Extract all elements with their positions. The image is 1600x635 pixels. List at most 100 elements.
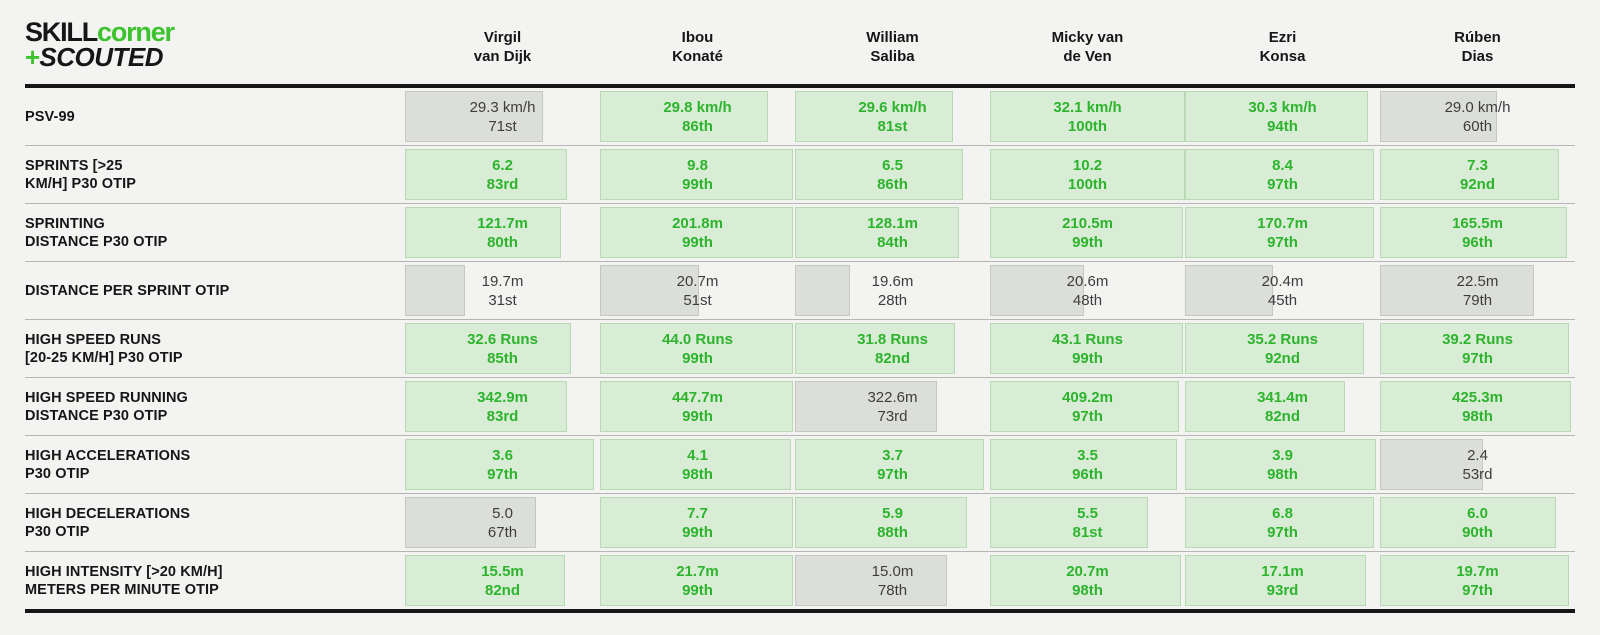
player-comparison-table: SKILLcorner +SCOUTED Virgil van Dijk Ibou K… (25, 0, 1575, 613)
player-name-3: William Saliba (866, 29, 919, 65)
stat-cell: 10.2 100th (990, 146, 1185, 203)
percentile-bar (795, 265, 850, 316)
metric-label: PSV-99 (25, 108, 75, 125)
stat-percentile: 31st (488, 291, 517, 309)
stat-percentile: 98th (682, 465, 713, 483)
stat-cell: 17.1m 93rd (1185, 552, 1380, 609)
stat-text: 4.1 98th (600, 436, 795, 493)
percentile-bar (600, 149, 794, 200)
stat-value: 35.2 Runs (1247, 330, 1318, 348)
stat-percentile: 99th (682, 407, 713, 425)
percentile-bar (990, 439, 1178, 490)
metric-row: HIGH SPEED RUNS [20-25 KM/H] P30 OTIP 32.6… (25, 320, 1575, 378)
stat-text: 19.7m 97th (1380, 552, 1575, 609)
percentile-bar (600, 265, 700, 316)
stat-percentile: 94th (1267, 117, 1298, 135)
stat-value: 201.8m (672, 214, 723, 232)
metric-row: HIGH SPEED RUNNING DISTANCE P30 OTIP 342.9… (25, 378, 1575, 436)
stat-value: 165.5m (1452, 214, 1503, 232)
stat-cell: 3.7 97th (795, 436, 990, 493)
metric-row: SPRINTS [>25 KM/H] P30 OTIP 6.2 83rd 9.8 99th… (25, 146, 1575, 204)
stat-percentile: 82nd (1264, 407, 1300, 425)
percentile-bar (1380, 265, 1535, 316)
percentile-bar (1380, 555, 1570, 606)
stat-value: 19.6m (871, 272, 914, 290)
percentile-bar (795, 91, 953, 142)
stat-percentile: 99th (682, 233, 713, 251)
stat-value: 19.7m (481, 272, 524, 290)
stat-value: 447.7m (672, 388, 723, 406)
stat-cell: 31.8 Runs 82nd (795, 320, 990, 377)
stat-text: 5.0 67th (405, 494, 600, 551)
stat-percentile: 97th (1267, 233, 1298, 251)
stat-percentile: 97th (877, 465, 908, 483)
stat-cell: 425.3m 98th (1380, 378, 1575, 435)
logo-scouted-text: SCOUTED (39, 42, 164, 72)
skillcorner-scouted-logo: SKILLcorner +SCOUTED (25, 14, 405, 72)
percentile-bar (795, 149, 963, 200)
percentile-bar (1185, 439, 1377, 490)
percentile-bar (1185, 323, 1365, 374)
percentile-bar (405, 91, 544, 142)
stat-text: 7.3 92nd (1380, 146, 1575, 203)
scouted-wordmark: +SCOUTED (25, 42, 405, 72)
table-top-rule (25, 84, 1575, 88)
metric-row: HIGH DECELERATIONS P30 OTIP 5.0 67th 7.7 99th… (25, 494, 1575, 552)
stat-value: 5.9 (882, 504, 903, 522)
stat-percentile: 67th (487, 523, 518, 541)
stat-cell: 3.6 97th (405, 436, 600, 493)
stat-cell: 4.1 98th (600, 436, 795, 493)
stat-text: 6.5 86th (795, 146, 990, 203)
stat-cell: 19.7m 31st (405, 262, 600, 319)
stat-value: 425.3m (1452, 388, 1503, 406)
percentile-bar (795, 207, 959, 258)
percentile-bar (600, 381, 794, 432)
stat-value: 9.8 (687, 156, 708, 174)
table-header-row: SKILLcorner +SCOUTED Virgil van Dijk Ibou K… (25, 0, 1575, 84)
metric-row: DISTANCE PER SPRINT OTIP 19.7m 31st 20.7m 51… (25, 262, 1575, 320)
percentile-bar (795, 381, 938, 432)
stat-cell: 6.8 97th (1185, 494, 1380, 551)
stat-value: 43.1 Runs (1052, 330, 1123, 348)
stat-value: 3.5 (1077, 446, 1098, 464)
stat-percentile: 97th (1267, 523, 1298, 541)
stat-percentile: 84th (877, 233, 908, 251)
stat-text: 19.6m 28th (795, 262, 990, 319)
stat-text: 29.8 km/h 86th (600, 88, 795, 145)
stat-text: 20.4m 45th (1185, 262, 1380, 319)
stat-cell: 29.0 km/h 60th (1380, 88, 1575, 145)
stat-text: 39.2 Runs 97th (1380, 320, 1575, 377)
metric-label: HIGH DECELERATIONS P30 OTIP (25, 505, 191, 540)
stat-text: 20.7m 51st (600, 262, 795, 319)
stat-text: 6.0 90th (1380, 494, 1575, 551)
percentile-bar (1185, 381, 1345, 432)
stat-cell: 6.0 90th (1380, 494, 1575, 551)
metric-row: PSV-99 29.3 km/h 71st 29.8 km/h 86th 29.6 km/… (25, 88, 1575, 146)
stat-cell: 29.6 km/h 81st (795, 88, 990, 145)
percentile-bar (990, 149, 1185, 200)
stat-value: 39.2 Runs (1442, 330, 1513, 348)
stat-value: 8.4 (1272, 156, 1293, 174)
stat-cell: 20.7m 51st (600, 262, 795, 319)
stat-cell: 5.0 67th (405, 494, 600, 551)
player-name-2: Ibou Konaté (672, 29, 723, 65)
stat-cell: 128.1m 84th (795, 204, 990, 261)
stat-percentile: 99th (1072, 349, 1103, 367)
stat-text: 128.1m 84th (795, 204, 990, 261)
stat-percentile: 82nd (484, 581, 520, 599)
percentile-bar (795, 439, 985, 490)
stat-text: 20.6m 48th (990, 262, 1185, 319)
stat-percentile: 78th (877, 581, 908, 599)
stat-text: 44.0 Runs 99th (600, 320, 795, 377)
stat-cell: 342.9m 83rd (405, 378, 600, 435)
stat-cell: 7.3 92nd (1380, 146, 1575, 203)
stat-text: 10.2 100th (990, 146, 1185, 203)
stat-value: 3.7 (882, 446, 903, 464)
stat-value: 21.7m (676, 562, 719, 580)
stat-value: 17.1m (1261, 562, 1304, 580)
stat-cell: 5.5 81st (990, 494, 1185, 551)
stat-value: 15.0m (871, 562, 914, 580)
stat-value: 3.9 (1272, 446, 1293, 464)
stat-text: 22.5m 79th (1380, 262, 1575, 319)
